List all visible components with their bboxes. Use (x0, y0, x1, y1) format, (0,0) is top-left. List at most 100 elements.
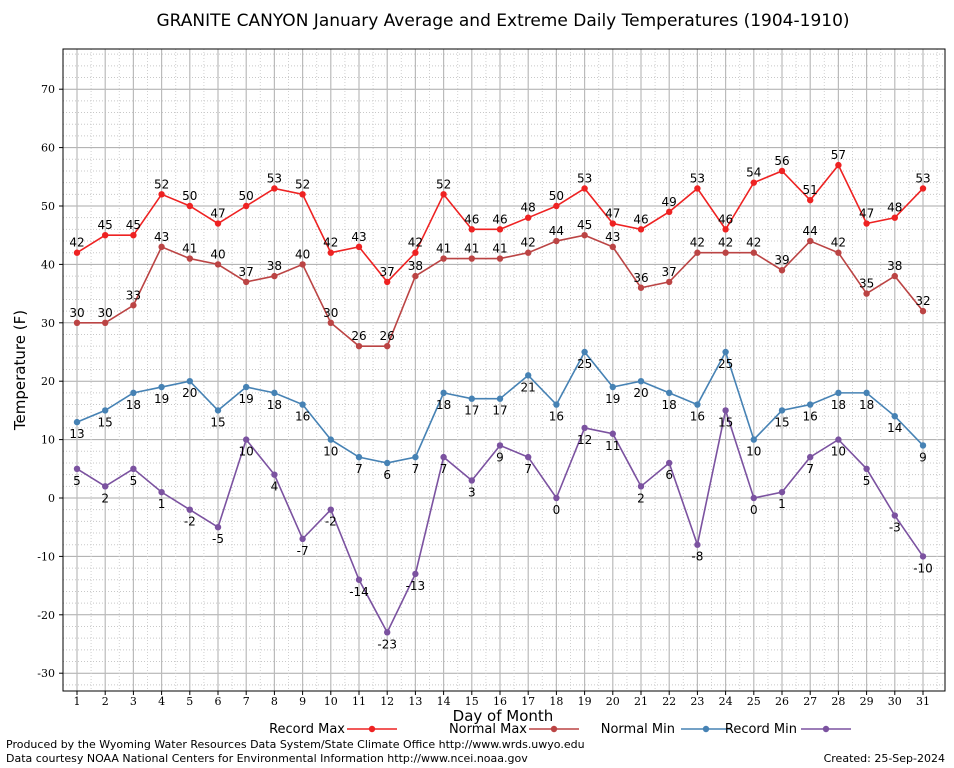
record-min-data-label: 7 (524, 462, 532, 476)
x-tick-label: 26 (775, 695, 789, 708)
y-tick-label: 40 (41, 258, 55, 271)
normal-min-data-label: 16 (295, 410, 310, 424)
record-min-point (750, 494, 757, 502)
normal-min-point (694, 401, 701, 408)
normal-max-point (299, 261, 306, 268)
record-max-point (327, 249, 334, 256)
record-min-point (355, 576, 363, 583)
record-max-data-label: 47 (859, 207, 874, 221)
normal-max-data-label: 38 (408, 259, 423, 273)
normal-max-data-label: 41 (182, 242, 197, 256)
normal-max-point (102, 319, 109, 326)
normal-max-data-label: 30 (323, 306, 338, 320)
record-min-point (440, 453, 447, 461)
normal-max-point (412, 272, 419, 280)
normal-max-data-label: 26 (351, 329, 366, 343)
normal-max-data-label: 40 (295, 247, 310, 261)
y-tick-label: 60 (41, 142, 55, 155)
record-max-point (102, 232, 109, 239)
normal-max-point (243, 278, 250, 286)
record-min-point (384, 629, 391, 636)
record-max-data-label: 42 (69, 236, 84, 250)
normal-min-point (835, 389, 842, 397)
y-tick-label: 50 (41, 200, 55, 213)
record-min-point (581, 424, 588, 432)
record-min-point (807, 453, 814, 461)
normal-min-point (299, 401, 306, 408)
record-max-point (553, 202, 560, 210)
x-tick-label: 20 (606, 695, 620, 708)
normal-min-data-label: 10 (323, 445, 338, 459)
normal-min-point (412, 453, 419, 461)
normal-max-data-label: 41 (492, 242, 507, 256)
normal-max-point (919, 307, 927, 315)
record-min-point (863, 465, 870, 472)
normal-max-point (130, 302, 137, 309)
record-min-point (835, 436, 842, 443)
record-max-data-label: 48 (887, 201, 902, 215)
normal-max-point (581, 232, 588, 239)
normal-min-data-label: 15 (210, 415, 225, 429)
record-max-data-label: 49 (662, 195, 677, 209)
x-tick-label: 1 (74, 695, 81, 708)
record-max-point (186, 202, 193, 210)
legend-label-record-min: Record Min (725, 722, 797, 737)
normal-min-point (243, 383, 250, 391)
y-tick-label: 70 (41, 83, 55, 96)
normal-max-data-label: 42 (521, 236, 536, 250)
record-min-data-label: 12 (577, 433, 592, 447)
record-max-data-label: 52 (436, 177, 451, 191)
normal-max-data-label: 30 (98, 306, 113, 320)
x-tick-label: 12 (380, 695, 394, 708)
normal-min-data-label: 17 (492, 404, 507, 418)
x-tick-label: 30 (888, 695, 902, 708)
record-min-point (243, 436, 250, 443)
record-min-point (299, 535, 306, 543)
normal-max-point (186, 255, 193, 262)
normal-min-data-label: 13 (69, 427, 84, 441)
record-max-data-label: 54 (746, 166, 761, 180)
record-min-data-label: -8 (691, 550, 703, 564)
record-max-data-label: 45 (126, 218, 141, 232)
normal-max-data-label: 30 (69, 306, 84, 320)
legend-label-normal-min: Normal Min (601, 722, 675, 737)
normal-max-point (863, 290, 870, 297)
x-tick-label: 28 (831, 695, 845, 708)
record-max-point (637, 226, 645, 233)
record-min-point (412, 570, 419, 578)
normal-min-data-label: 18 (126, 398, 141, 412)
x-tick-label: 23 (690, 695, 704, 708)
normal-min-data-label: 19 (605, 392, 620, 406)
y-tick-label: 10 (41, 434, 55, 447)
record-min-point (778, 488, 786, 496)
record-max-data-label: 42 (408, 236, 423, 250)
record-max-point (835, 161, 842, 169)
record-min-data-label: 6 (665, 468, 673, 482)
normal-min-data-label: 19 (239, 392, 254, 406)
record-max-point (609, 220, 616, 227)
record-max-point (778, 167, 786, 175)
record-max-data-label: 56 (774, 154, 789, 168)
record-min-point (666, 459, 673, 467)
normal-max-data-label: 38 (267, 259, 282, 273)
x-tick-label: 6 (215, 695, 222, 708)
record-min-point (271, 471, 278, 478)
x-tick-label: 24 (719, 695, 733, 708)
normal-min-point (666, 389, 673, 397)
record-min-point (496, 442, 504, 449)
normal-min-point (440, 389, 447, 397)
footer-data-courtesy: Data courtesy NOAA National Centers for … (6, 752, 528, 765)
normal-min-data-label: 16 (549, 410, 564, 424)
record-max-data-label: 50 (549, 189, 564, 203)
record-max-point (525, 214, 532, 221)
legend: Record Max Normal Max Normal Min Record Min (269, 722, 851, 737)
record-max-data-label: 53 (267, 171, 282, 185)
normal-min-data-label: 7 (412, 462, 420, 476)
normal-max-point (609, 243, 616, 251)
normal-max-point (214, 261, 222, 268)
record-min-data-label: 10 (239, 445, 254, 459)
x-tick-label: 22 (662, 695, 676, 708)
x-tick-label: 8 (271, 695, 278, 708)
